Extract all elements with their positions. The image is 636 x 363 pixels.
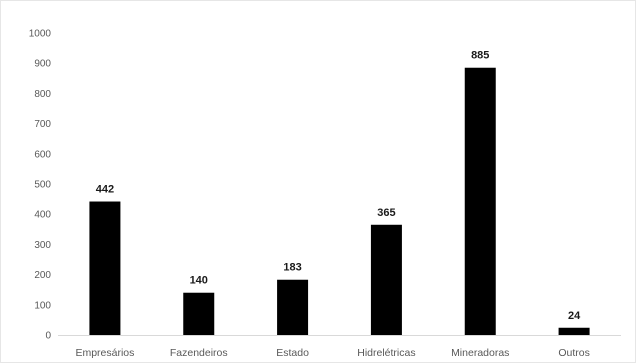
x-tick-label: Mineradoras	[451, 347, 509, 359]
x-axis: Empresários Fazendeiros Estado Hidrelétrica…	[75, 347, 589, 359]
x-tick-label: Estado	[276, 347, 309, 359]
bar	[558, 327, 590, 335]
data-label: 24	[568, 310, 581, 322]
y-tick-label: 900	[34, 59, 51, 70]
bar	[183, 292, 215, 335]
y-tick-label: 400	[34, 210, 51, 221]
bar	[370, 224, 402, 335]
x-tick-label: Hidrelétricas	[357, 347, 415, 359]
y-tick-label: 700	[34, 119, 51, 130]
y-axis: 0 100 200 300 400 500 600 700 800 900 1000	[29, 29, 52, 342]
bar	[464, 67, 496, 335]
y-tick-label: 800	[34, 89, 51, 100]
data-label: 365	[377, 207, 395, 219]
x-tick-label: Outros	[558, 347, 590, 359]
y-tick-label: 200	[34, 270, 51, 281]
data-label: 140	[190, 275, 208, 287]
x-tick-label: Empresários	[75, 347, 134, 359]
data-label: 442	[96, 184, 114, 196]
y-tick-label: 1000	[29, 29, 52, 40]
bar	[277, 279, 309, 335]
y-tick-label: 300	[34, 240, 51, 251]
y-tick-label: 100	[34, 300, 51, 311]
bar	[89, 201, 121, 335]
y-tick-label: 500	[34, 180, 51, 191]
data-label: 885	[471, 50, 489, 62]
y-tick-label: 600	[34, 149, 51, 160]
x-tick-label: Fazendeiros	[170, 347, 228, 359]
y-tick-label: 0	[45, 331, 51, 342]
data-label: 183	[283, 262, 301, 274]
bar-series	[89, 67, 590, 335]
data-labels: 442 140 183 365 885 24	[96, 50, 581, 322]
